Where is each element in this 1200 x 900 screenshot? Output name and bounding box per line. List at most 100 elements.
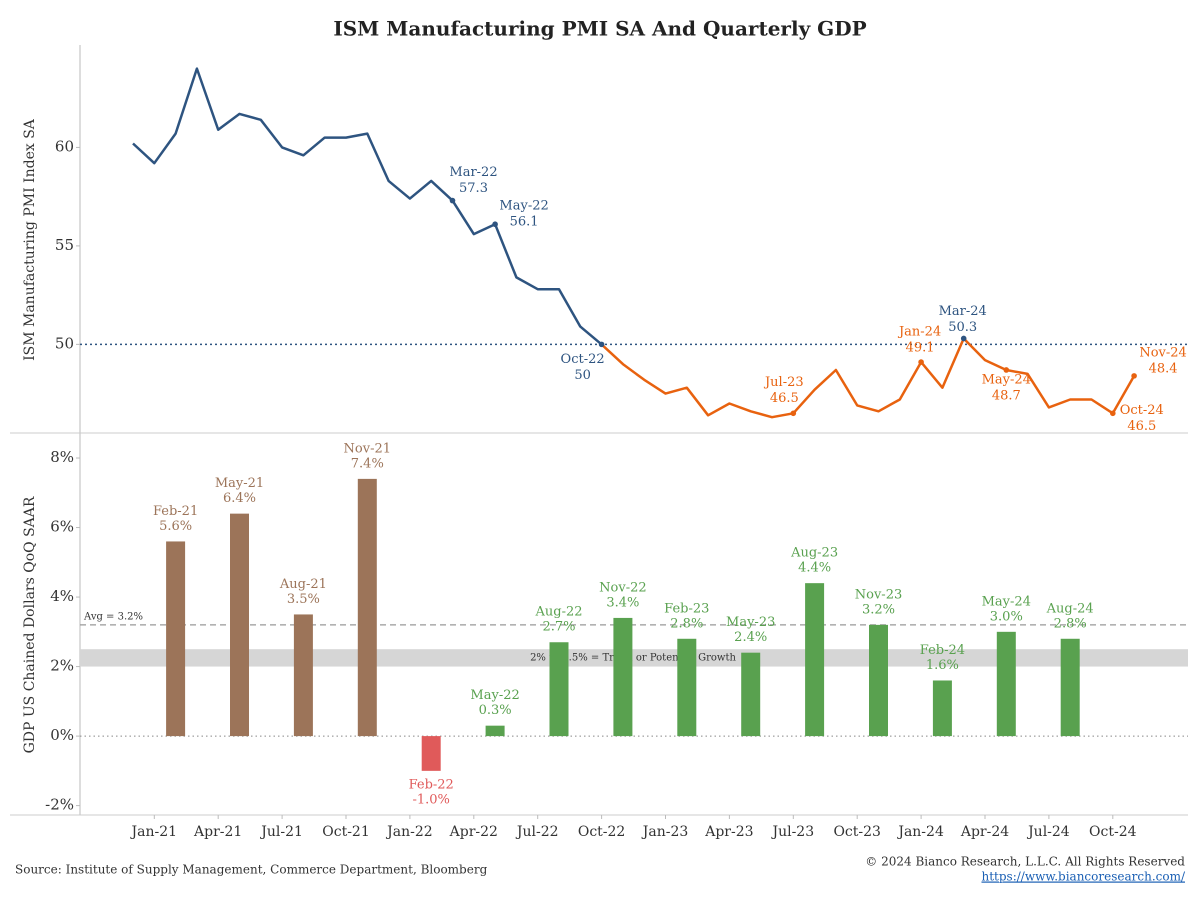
annotation-marker	[790, 410, 797, 417]
x-tick-label: Apr-21	[193, 824, 242, 840]
x-tick-label: Oct-23	[833, 824, 881, 840]
annotation-value: 50	[574, 368, 591, 383]
y-tick-label: 2%	[50, 657, 74, 675]
bar-value-label: 2.7%	[542, 620, 575, 635]
x-tick-label: Jan-22	[385, 824, 433, 840]
annotation-value: 46.5	[1127, 419, 1156, 434]
bar-value-label: 3.0%	[990, 609, 1023, 624]
y-tick-label: 0%	[50, 726, 74, 744]
avg-label: Avg = 3.2%	[83, 611, 143, 622]
bar	[869, 624, 888, 737]
annotation-marker	[918, 359, 924, 365]
x-tick-label: Apr-23	[704, 824, 753, 840]
bar-category-label: Aug-23	[790, 546, 838, 561]
url[interactable]: https://www.biancoresearch.com/	[981, 870, 1185, 884]
x-tick-label: Apr-22	[449, 824, 498, 840]
annotation-label: May-24	[982, 372, 1031, 387]
bar-category-label: May-22	[470, 688, 519, 703]
bar-category-label: May-23	[726, 615, 775, 630]
bar	[1060, 638, 1080, 737]
annotation-label: Mar-24	[939, 304, 987, 319]
y-tick-label: 50	[55, 334, 74, 352]
bar-value-label: 3.4%	[606, 595, 639, 610]
bar	[805, 583, 825, 737]
annotation-value: 48.4	[1149, 361, 1178, 376]
bar-value-label: 3.5%	[287, 592, 320, 607]
x-tick-label: Oct-21	[322, 824, 370, 840]
x-tick-label: Jul-24	[1026, 824, 1070, 840]
y-tick-label: 6%	[50, 518, 74, 536]
y-tick-label: 4%	[50, 587, 74, 605]
bar	[996, 631, 1016, 737]
bar-category-label: Feb-22	[409, 777, 454, 792]
y-tick-label: 8%	[50, 448, 74, 466]
bar-category-label: Feb-23	[664, 601, 709, 616]
x-tick-label: Jan-23	[641, 824, 689, 840]
chart-title: ISM Manufacturing PMI SA And Quarterly G…	[333, 17, 866, 41]
source: Source: Institute of Supply Management, …	[15, 863, 488, 877]
bar-category-label: Nov-21	[344, 441, 391, 456]
bar	[932, 680, 952, 737]
bar-value-label: 2.8%	[670, 616, 703, 631]
y-axis-label: ISM Manufacturing PMI Index SA	[22, 118, 38, 361]
bar-value-label: 6.4%	[223, 491, 256, 506]
annotation-label: May-22	[499, 199, 548, 214]
bar	[613, 617, 633, 737]
bar	[166, 541, 186, 737]
y-tick-label: -2%	[45, 796, 74, 814]
x-tick-label: Apr-24	[960, 824, 1009, 840]
bar	[357, 478, 377, 737]
bar-category-label: Nov-23	[855, 587, 902, 602]
bar-value-label: 1.6%	[926, 658, 959, 673]
bar-category-label: Aug-21	[279, 577, 327, 592]
annotation-value: 57.3	[459, 181, 488, 196]
y-tick-label: 55	[55, 236, 74, 254]
bar	[677, 638, 697, 737]
bar-value-label: 5.6%	[159, 519, 192, 534]
bar	[230, 513, 249, 737]
annotation-marker	[492, 221, 498, 228]
bar-category-label: Aug-22	[534, 605, 582, 620]
bar	[293, 614, 313, 737]
band-label: 2% to 2.5% = Trend or Potential Growth	[530, 652, 736, 663]
bar-category-label: May-24	[982, 594, 1031, 609]
bar-category-label: Feb-21	[153, 504, 198, 519]
trend-band	[80, 649, 1188, 667]
annotation-label: Jul-23	[763, 375, 804, 390]
annotation-marker	[1003, 367, 1010, 373]
x-tick-label: Jul-22	[515, 824, 559, 840]
annotation-value: 56.1	[510, 215, 539, 230]
bar-value-label: 7.4%	[351, 456, 384, 471]
bar-value-label: 4.4%	[798, 561, 831, 576]
annotation-marker	[449, 197, 456, 204]
x-tick-label: Oct-22	[578, 824, 626, 840]
x-tick-label: Oct-24	[1089, 824, 1137, 840]
annotation-label: Nov-24	[1139, 345, 1186, 360]
bar-value-label: 3.2%	[862, 602, 895, 617]
bar	[485, 725, 505, 737]
bar-category-label: Nov-22	[599, 580, 646, 595]
copyright: © 2024 Bianco Research, L.L.C. All Right…	[865, 855, 1185, 869]
bar	[421, 736, 441, 771]
bar-value-label: 0.3%	[479, 703, 512, 718]
annotation-marker	[960, 335, 967, 342]
bar	[549, 642, 569, 737]
annotation-value: 48.7	[992, 388, 1021, 403]
annotation-value: 49.1	[906, 341, 935, 356]
line-series	[600, 337, 1136, 419]
bar	[741, 652, 761, 737]
bar-value-label: -1.0%	[412, 792, 449, 807]
bar-value-label: 2.4%	[734, 630, 767, 645]
y-tick-label: 60	[55, 137, 74, 155]
bar-category-label: Feb-24	[920, 643, 965, 658]
x-tick-label: Jan-21	[130, 824, 178, 840]
bar-category-label: Aug-24	[1046, 601, 1094, 616]
annotation-marker	[1110, 410, 1116, 417]
annotation-marker	[1131, 373, 1137, 379]
annotation-label: Oct-22	[561, 352, 605, 367]
annotation-label: Mar-22	[449, 165, 497, 180]
bar-category-label: May-21	[215, 476, 264, 491]
y-axis-label: GDP US Chained Dollars QoQ SAAR	[22, 496, 38, 753]
